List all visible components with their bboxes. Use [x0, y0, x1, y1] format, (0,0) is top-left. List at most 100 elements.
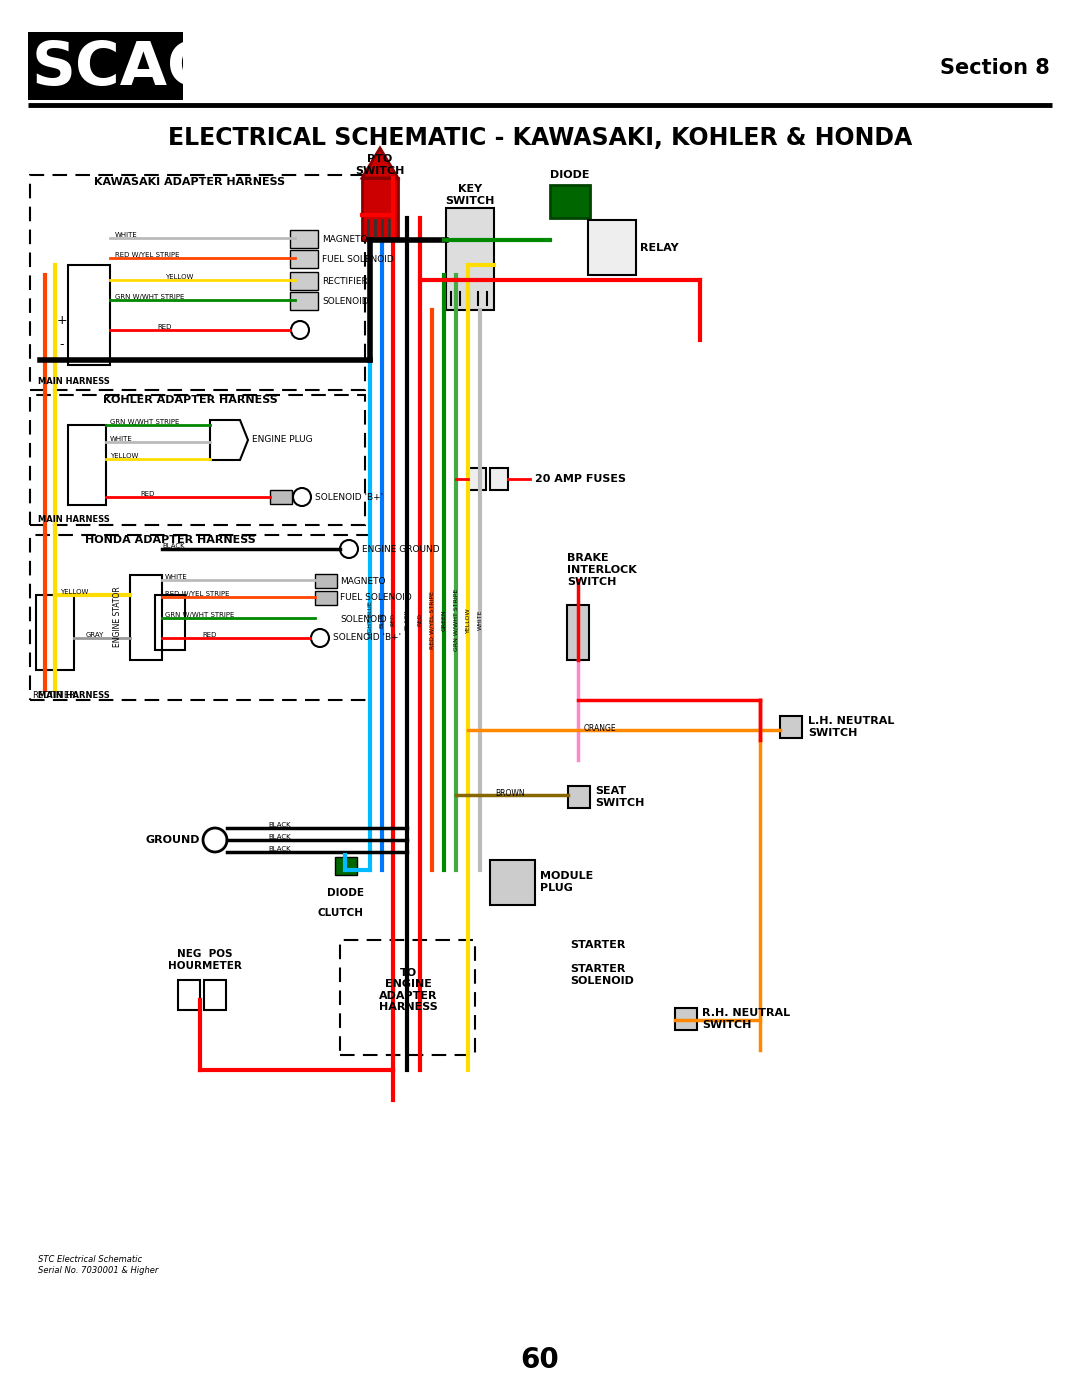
Text: +: +	[56, 313, 67, 327]
Text: YELLOW: YELLOW	[110, 453, 138, 460]
Text: RED: RED	[418, 613, 422, 626]
Text: BLACK: BLACK	[269, 834, 292, 840]
Bar	[36, 595, 75, 671]
Text: HONDA ADAPTER HARNESS: HONDA ADAPTER HARNESS	[84, 535, 255, 545]
Text: DIODE: DIODE	[327, 888, 365, 898]
Text: ORANGE: ORANGE	[583, 724, 617, 733]
Text: YELLOW: YELLOW	[60, 590, 89, 595]
Text: MODULE
PLUG: MODULE PLUG	[540, 872, 593, 893]
Text: STARTER: STARTER	[570, 940, 625, 950]
Text: SCAG: SCAG	[32, 39, 218, 98]
Text: RELAY: RELAY	[640, 243, 678, 253]
Text: CLUTCH: CLUTCH	[318, 908, 363, 918]
Text: WHITE: WHITE	[165, 574, 188, 580]
Bar	[446, 208, 494, 310]
Bar	[675, 1009, 697, 1030]
Text: MAIN HARNESS: MAIN HARNESS	[38, 690, 110, 700]
Text: ELECTRICAL SCHEMATIC - KAWASAKI, KOHLER & HONDA: ELECTRICAL SCHEMATIC - KAWASAKI, KOHLER …	[167, 126, 913, 149]
Text: SOLENOID 'B+': SOLENOID 'B+'	[333, 633, 401, 643]
Bar	[270, 490, 292, 504]
Bar	[780, 717, 802, 738]
Text: PTO
SWITCH: PTO SWITCH	[355, 154, 405, 176]
Text: RECTIFIER: RECTIFIER	[32, 690, 75, 700]
Bar	[550, 184, 590, 218]
Text: YELLOW: YELLOW	[465, 608, 471, 633]
Text: GREEN: GREEN	[442, 609, 446, 631]
Text: BLACK: BLACK	[269, 821, 292, 828]
Bar	[291, 231, 318, 249]
Text: TO
ENGINE
ADAPTER
HARNESS: TO ENGINE ADAPTER HARNESS	[379, 968, 437, 1013]
Bar	[490, 861, 535, 905]
Text: 20 AMP FUSES: 20 AMP FUSES	[535, 474, 626, 483]
Text: KEY
SWITCH: KEY SWITCH	[445, 184, 495, 205]
Text: RED W/YEL STRIPE: RED W/YEL STRIPE	[430, 591, 434, 650]
Text: WHITE: WHITE	[114, 232, 138, 237]
Bar	[156, 595, 185, 650]
Polygon shape	[362, 148, 399, 177]
Bar	[68, 265, 110, 365]
Text: YELLOW: YELLOW	[165, 274, 193, 279]
Text: RED: RED	[140, 490, 154, 497]
Text: GRN W/WHT STRIPE: GRN W/WHT STRIPE	[114, 293, 185, 300]
Text: DIODE: DIODE	[550, 170, 590, 180]
Bar	[204, 981, 226, 1010]
Text: SOLENOID: SOLENOID	[322, 296, 368, 306]
Text: FUEL SOLENOID: FUEL SOLENOID	[340, 594, 411, 602]
Text: MAIN HARNESS: MAIN HARNESS	[38, 515, 110, 524]
Bar	[468, 468, 486, 490]
Text: RED W/YEL STRIPE: RED W/YEL STRIPE	[165, 591, 229, 597]
Text: RED: RED	[158, 324, 172, 330]
Text: Section 8: Section 8	[941, 59, 1050, 78]
Bar	[30, 535, 370, 700]
Text: RECTIFIER: RECTIFIER	[322, 277, 368, 285]
Text: BLACK: BLACK	[269, 847, 292, 852]
Text: 60: 60	[521, 1345, 559, 1375]
Text: BLACK: BLACK	[405, 609, 409, 630]
Text: WHITE: WHITE	[110, 436, 133, 441]
Text: MAGNETO: MAGNETO	[340, 577, 386, 585]
Bar	[291, 292, 318, 310]
Text: STARTER
SOLENOID: STARTER SOLENOID	[570, 964, 634, 986]
Text: RED: RED	[391, 613, 395, 626]
Bar	[588, 219, 636, 275]
Bar	[362, 177, 399, 240]
Text: BRAKE
INTERLOCK
SWITCH: BRAKE INTERLOCK SWITCH	[567, 553, 637, 587]
Text: SOLENOID 'B+': SOLENOID 'B+'	[315, 493, 383, 502]
Bar	[68, 425, 106, 504]
Text: WHITE: WHITE	[477, 609, 483, 630]
Bar	[130, 576, 162, 659]
Bar	[315, 591, 337, 605]
Text: MAIN HARNESS: MAIN HARNESS	[38, 377, 110, 387]
Text: BLACK: BLACK	[162, 543, 185, 549]
Text: R.H. NEUTRAL
SWITCH: R.H. NEUTRAL SWITCH	[702, 1009, 791, 1030]
Text: STC Electrical Schematic
Serial No. 7030001 & Higher: STC Electrical Schematic Serial No. 7030…	[38, 1256, 159, 1274]
Bar	[30, 395, 365, 525]
Bar	[567, 605, 589, 659]
Text: LIGHT BLUE: LIGHT BLUE	[367, 602, 373, 638]
Bar	[340, 940, 475, 1055]
Text: GRN W/WHT STRIPE: GRN W/WHT STRIPE	[110, 419, 179, 425]
Text: BROWN: BROWN	[496, 789, 525, 798]
Text: NEG  POS
HOURMETER: NEG POS HOURMETER	[168, 949, 242, 971]
Bar	[490, 468, 508, 490]
Bar	[178, 981, 200, 1010]
Text: L.H. NEUTRAL
SWITCH: L.H. NEUTRAL SWITCH	[808, 717, 894, 738]
Text: GROUND: GROUND	[146, 835, 200, 845]
Text: RED: RED	[203, 631, 217, 638]
Text: ENGINE STATOR: ENGINE STATOR	[113, 587, 122, 647]
Text: KOHLER ADAPTER HARNESS: KOHLER ADAPTER HARNESS	[103, 395, 278, 405]
Bar	[315, 574, 337, 588]
Text: -: -	[59, 338, 64, 352]
Text: FUEL SOLENOID: FUEL SOLENOID	[322, 254, 394, 264]
Text: KAWASAKI ADAPTER HARNESS: KAWASAKI ADAPTER HARNESS	[94, 177, 285, 187]
Text: ENGINE GROUND: ENGINE GROUND	[362, 545, 440, 553]
Text: GRN W/WHT STRIPE: GRN W/WHT STRIPE	[454, 590, 459, 651]
Text: SOLENOID: SOLENOID	[340, 615, 387, 623]
Text: RED W/YEL STRIPE: RED W/YEL STRIPE	[114, 251, 179, 258]
Bar	[568, 787, 590, 807]
Bar	[28, 32, 183, 101]
Text: BLUE: BLUE	[379, 612, 384, 627]
Bar	[335, 856, 357, 875]
Bar	[291, 250, 318, 268]
Text: MAGNETO: MAGNETO	[322, 235, 367, 243]
